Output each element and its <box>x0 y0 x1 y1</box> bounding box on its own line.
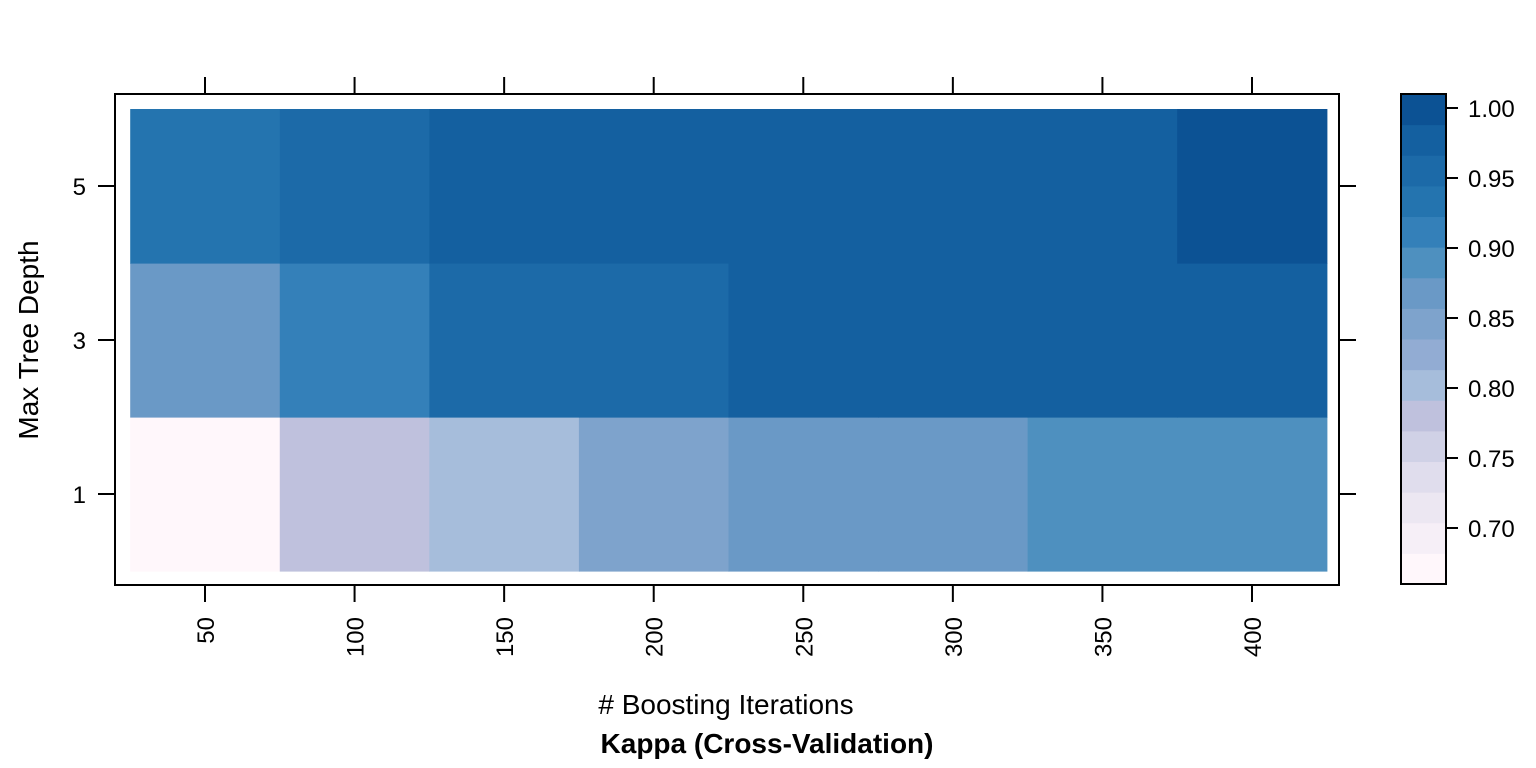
color-key-segment <box>1401 553 1446 585</box>
heatmap-cell <box>1177 417 1328 572</box>
x-tick-label: 350 <box>1090 617 1117 657</box>
y-tick-label: 3 <box>73 328 86 355</box>
color-key-segment <box>1401 155 1446 187</box>
color-key-label: 0.75 <box>1468 446 1515 473</box>
color-key-label: 1.00 <box>1468 96 1515 123</box>
x-tick-label: 100 <box>343 617 370 657</box>
color-key-segment <box>1401 400 1446 432</box>
color-key-segment <box>1401 185 1446 218</box>
heatmap-cell <box>429 263 580 418</box>
heatmap-cell <box>728 263 879 418</box>
chart-sublabel: Kappa (Cross-Validation) <box>601 728 934 759</box>
color-key-segment <box>1401 124 1446 156</box>
heatmap-cell <box>1027 109 1178 264</box>
x-tick-label: 250 <box>791 617 818 657</box>
x-tick-label: 200 <box>642 617 669 657</box>
color-key-segment <box>1401 430 1446 463</box>
color-key-label: 0.80 <box>1468 376 1515 403</box>
heatmap-cells <box>130 109 1328 572</box>
x-tick-label: 300 <box>941 617 968 657</box>
heatmap-cell <box>130 263 281 418</box>
color-key-label: 0.85 <box>1468 306 1515 333</box>
heatmap-cell <box>279 417 430 572</box>
heatmap-cell <box>429 417 580 572</box>
x-axis-title: # Boosting Iterations <box>598 689 853 720</box>
heatmap-cell <box>1177 109 1328 264</box>
y-tick-label: 5 <box>73 174 86 201</box>
heatmap-cell <box>878 263 1029 418</box>
heatmap-cell <box>728 109 879 264</box>
heatmap-cell <box>130 417 281 572</box>
color-key: 0.70 0.75 0.80 0.85 0.90 0.95 1.00 <box>1400 93 1515 585</box>
heatmap-cell <box>728 417 879 572</box>
color-key-segment <box>1401 461 1446 493</box>
color-key-frame <box>1400 93 1447 585</box>
color-key-segment <box>1401 277 1446 309</box>
heatmap-cell <box>279 263 430 418</box>
color-key-label: 0.70 <box>1468 516 1515 543</box>
heatmap-cell <box>578 109 730 264</box>
heatmap-cell <box>578 263 730 418</box>
color-key-segment <box>1401 308 1446 340</box>
y-tick-label: 1 <box>73 482 86 509</box>
x-tick-label: 400 <box>1240 617 1267 657</box>
color-key-segment <box>1401 339 1446 371</box>
x-tick-label: 150 <box>492 617 519 657</box>
x-axis: 50 100 150 200 250 300 350 400 <box>193 77 1267 657</box>
heatmap-cell <box>1177 263 1328 418</box>
color-key-segment <box>1401 369 1446 401</box>
heatmap-cell <box>578 417 730 572</box>
heatmap-cell <box>878 417 1029 572</box>
heatmap-cell <box>1027 417 1178 572</box>
color-key-segment <box>1401 216 1446 248</box>
heatmap-cell <box>1027 263 1178 418</box>
heatmap-cell <box>130 109 281 264</box>
y-axis: 1 3 5 <box>73 174 1356 509</box>
color-key-segment <box>1401 522 1446 554</box>
color-key-segment <box>1401 492 1446 524</box>
color-key-segment <box>1401 94 1446 126</box>
heatmap-cell <box>429 109 580 264</box>
heatmap-cell <box>279 109 430 264</box>
color-key-label: 0.95 <box>1468 166 1515 193</box>
y-axis-title: Max Tree Depth <box>13 240 44 439</box>
color-key-label: 0.90 <box>1468 236 1515 263</box>
heatmap-cell <box>878 109 1029 264</box>
x-tick-label: 50 <box>193 617 220 644</box>
color-key-segment <box>1401 247 1446 279</box>
